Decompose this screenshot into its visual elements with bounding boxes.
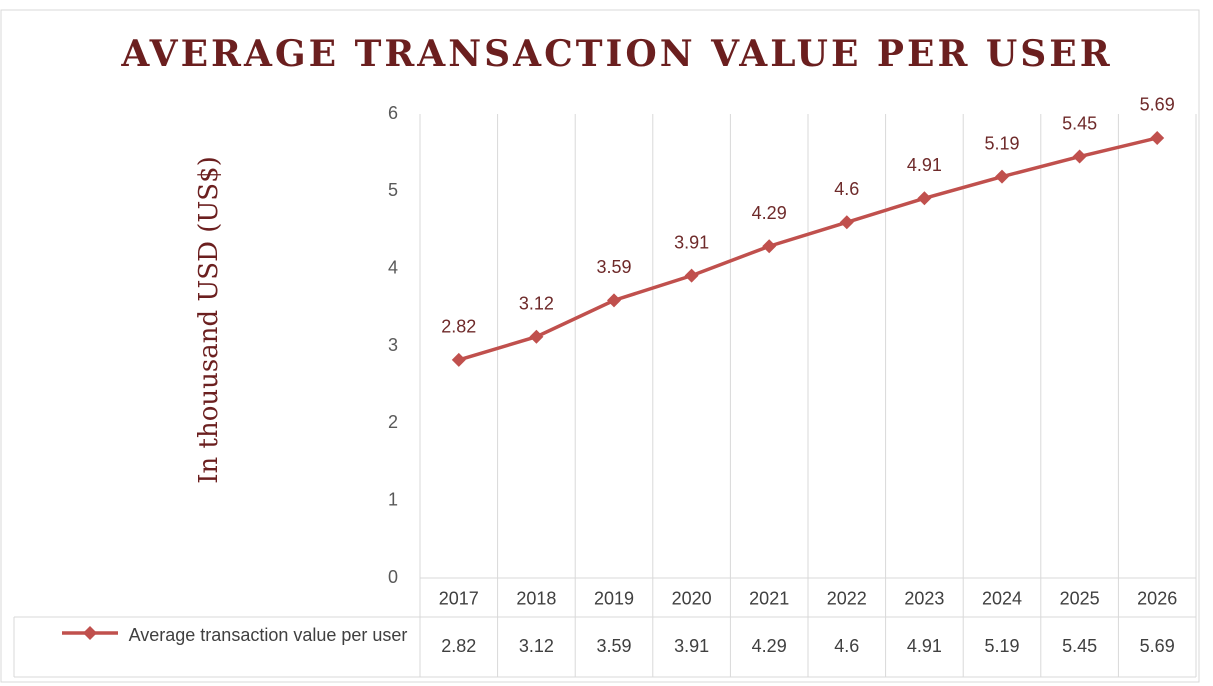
x-tick-label: 2021 xyxy=(749,588,789,608)
table-value: 4.6 xyxy=(834,636,859,656)
data-label: 5.69 xyxy=(1140,95,1175,115)
chart-title: AVERAGE TRANSACTION VALUE PER USER xyxy=(120,33,1112,75)
table-value: 5.69 xyxy=(1140,636,1175,656)
table-value: 4.91 xyxy=(907,636,942,656)
x-tick-label: 2022 xyxy=(827,588,867,608)
y-tick-label: 6 xyxy=(388,103,398,123)
data-label: 3.91 xyxy=(674,232,709,252)
data-label: 5.19 xyxy=(984,133,1019,153)
x-tick-label: 2018 xyxy=(516,588,556,608)
table-value: 3.91 xyxy=(674,636,709,656)
marker xyxy=(607,293,621,308)
y-axis-label: In thouusand USD (US$) xyxy=(194,156,224,484)
data-label: 2.82 xyxy=(441,317,476,337)
y-tick-label: 1 xyxy=(388,489,398,509)
data-label: 3.59 xyxy=(596,257,631,277)
marker xyxy=(684,268,699,283)
table-value: 5.45 xyxy=(1062,636,1097,656)
x-tick-label: 2019 xyxy=(594,588,634,608)
marker xyxy=(1072,149,1087,164)
marker xyxy=(995,169,1009,184)
table-value: 5.19 xyxy=(984,636,1019,656)
marker xyxy=(451,352,466,367)
data-label: 3.12 xyxy=(519,293,554,313)
line xyxy=(458,136,1158,362)
marker xyxy=(917,191,932,206)
y-tick-label: 0 xyxy=(388,567,398,587)
legend-cell: Average transaction value per user xyxy=(128,625,408,645)
table-value: 4.29 xyxy=(752,636,787,656)
data-label: 4.6 xyxy=(834,179,859,199)
x-tick-label: 2023 xyxy=(904,588,944,608)
data-label: 4.29 xyxy=(752,203,787,223)
y-tick-label: 2 xyxy=(388,412,398,432)
table-value: 2.82 xyxy=(441,636,476,656)
x-tick-label: 2020 xyxy=(672,588,712,608)
marker xyxy=(762,239,777,254)
data-label: 5.45 xyxy=(1062,113,1097,133)
legend-marker xyxy=(83,626,97,640)
chart-border xyxy=(0,9,1200,683)
marker xyxy=(529,329,544,344)
data-label: 4.91 xyxy=(907,155,942,175)
table-value: 3.59 xyxy=(596,636,631,656)
marker xyxy=(839,215,854,230)
table-value: 3.12 xyxy=(519,636,554,656)
x-tick-label: 2017 xyxy=(439,588,479,608)
marker xyxy=(1150,130,1165,145)
y-tick-label: 4 xyxy=(388,257,398,277)
x-tick-label: 2025 xyxy=(1060,588,1100,608)
x-tick-label: 2026 xyxy=(1137,588,1177,608)
x-tick-label: 2024 xyxy=(982,588,1022,608)
y-tick-label: 3 xyxy=(388,335,398,355)
legend-entry: Average transaction value per user xyxy=(128,625,408,645)
y-tick-label: 5 xyxy=(388,180,398,200)
